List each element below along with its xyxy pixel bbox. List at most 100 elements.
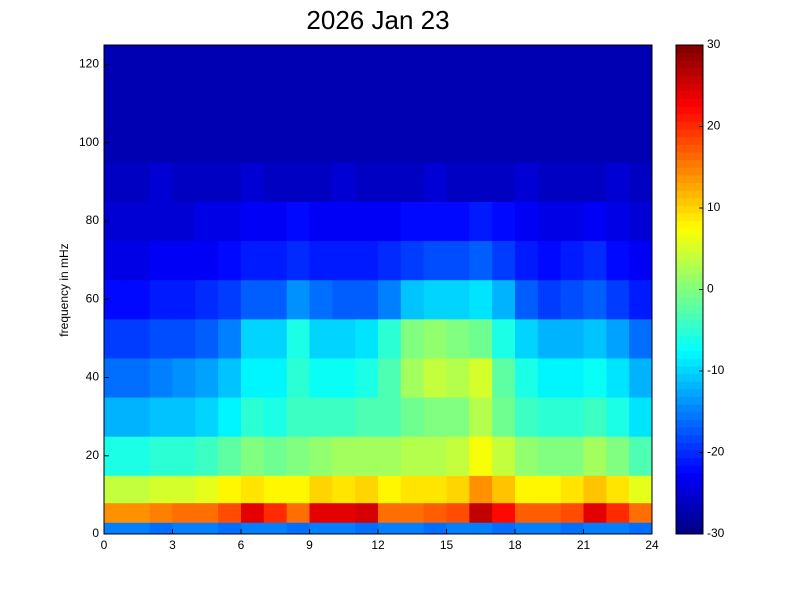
- heatmap-cell: [355, 240, 379, 281]
- heatmap-cell: [355, 318, 379, 359]
- heatmap-cell: [309, 123, 333, 163]
- heatmap-cell: [400, 397, 425, 437]
- heatmap-cell: [172, 475, 196, 504]
- heatmap-cell: [606, 436, 630, 476]
- heatmap-cell: [149, 240, 173, 281]
- heatmap-cell: [423, 45, 447, 85]
- heatmap-cell: [629, 162, 653, 202]
- heatmap-cell: [309, 357, 333, 398]
- heatmap-cell: [469, 318, 493, 359]
- heatmap-cell: [332, 475, 356, 504]
- heatmap-cell: [286, 357, 310, 398]
- colorbar-swatch: [676, 404, 703, 413]
- heatmap-cell: [515, 475, 539, 504]
- heatmap-cell: [149, 162, 173, 202]
- heatmap-cell: [583, 162, 607, 202]
- heatmap-cell: [583, 201, 607, 242]
- heatmap-cell: [309, 436, 333, 476]
- heatmap-cell: [355, 502, 379, 523]
- heatmap-cell: [309, 45, 333, 85]
- heatmap-cell: [149, 318, 173, 359]
- heatmap-cell: [104, 397, 128, 437]
- heatmap-cell: [378, 84, 402, 124]
- heatmap-cell: [560, 357, 584, 398]
- heatmap-cell: [104, 436, 128, 476]
- colorbar-swatch: [676, 320, 703, 329]
- heatmap-cell: [195, 357, 219, 398]
- colorbar-tick-label: -10: [707, 363, 725, 377]
- heatmap-cell: [583, 502, 607, 523]
- heatmap-cell: [286, 397, 310, 437]
- heatmap-cell: [172, 201, 196, 242]
- heatmap-cell: [423, 475, 447, 504]
- heatmap-cell: [263, 318, 288, 359]
- heatmap-cell: [378, 279, 402, 320]
- heatmap-cell: [355, 162, 379, 202]
- heatmap-cell: [400, 522, 425, 535]
- y-tick-label: 40: [86, 370, 100, 384]
- heatmap-cell: [400, 201, 425, 242]
- heatmap-cell: [355, 201, 379, 242]
- heatmap-cell: [195, 436, 219, 476]
- heatmap-cell: [149, 357, 173, 398]
- colorbar-swatch: [676, 60, 703, 69]
- heatmap-cell: [286, 84, 310, 124]
- colorbar-swatch: [676, 220, 703, 229]
- heatmap-cell: [378, 318, 402, 359]
- heatmap-cell: [606, 162, 630, 202]
- heatmap-cell: [241, 357, 265, 398]
- heatmap-cell: [149, 436, 173, 476]
- heatmap-cell: [309, 162, 333, 202]
- heatmap-cell: [400, 240, 425, 281]
- heatmap-cell: [400, 45, 425, 85]
- colorbar-swatch: [676, 396, 703, 405]
- heatmap-cell: [606, 397, 630, 437]
- heatmap-cell: [423, 201, 447, 242]
- heatmap-cell: [309, 279, 333, 320]
- x-tick-label: 9: [306, 538, 313, 552]
- heatmap-cell: [515, 123, 539, 163]
- heatmap-cell: [172, 357, 196, 398]
- heatmap-cell: [263, 397, 288, 437]
- heatmap-cell: [149, 502, 173, 523]
- heatmap-cell: [583, 84, 607, 124]
- x-tick-label: 6: [238, 538, 245, 552]
- heatmap-cell: [332, 123, 356, 163]
- heatmap-cell: [218, 436, 242, 476]
- heatmap-cell: [446, 318, 470, 359]
- heatmap-cell: [126, 397, 151, 437]
- colorbar-tick-label: 10: [707, 200, 721, 214]
- heatmap-cell: [560, 502, 584, 523]
- heatmap-cell: [263, 436, 288, 476]
- heatmap-cell: [515, 45, 539, 85]
- colorbar-swatch: [676, 258, 703, 268]
- heatmap-cell: [149, 201, 173, 242]
- heatmap-cell: [172, 240, 196, 281]
- heatmap-cell: [104, 240, 128, 281]
- colorbar-swatch: [676, 197, 703, 206]
- heatmap-cell: [218, 162, 242, 202]
- heatmap-cell: [583, 240, 607, 281]
- heatmap-cell: [241, 201, 265, 242]
- heatmap-cell: [218, 522, 242, 535]
- heatmap-cell: [515, 201, 539, 242]
- heatmap-cell: [263, 502, 288, 523]
- heatmap-cell: [606, 279, 630, 320]
- heatmap-cell: [492, 162, 516, 202]
- heatmap-cell: [400, 162, 425, 202]
- heatmap-cell: [423, 397, 447, 437]
- heatmap-cell: [218, 397, 242, 437]
- heatmap-cell: [446, 123, 470, 163]
- heatmap-cell: [126, 45, 151, 85]
- heatmap-cell: [263, 201, 288, 242]
- heatmap-cell: [583, 279, 607, 320]
- heatmap-cell: [560, 84, 584, 124]
- heatmap-cell: [332, 522, 356, 535]
- heatmap-cell: [560, 279, 584, 320]
- heatmap-cell: [104, 357, 128, 398]
- colorbar-swatch: [676, 83, 703, 92]
- colorbar-swatch: [676, 472, 703, 482]
- heatmap-cell: [355, 397, 379, 437]
- heatmap-cell: [515, 279, 539, 320]
- heatmap-cell: [492, 279, 516, 320]
